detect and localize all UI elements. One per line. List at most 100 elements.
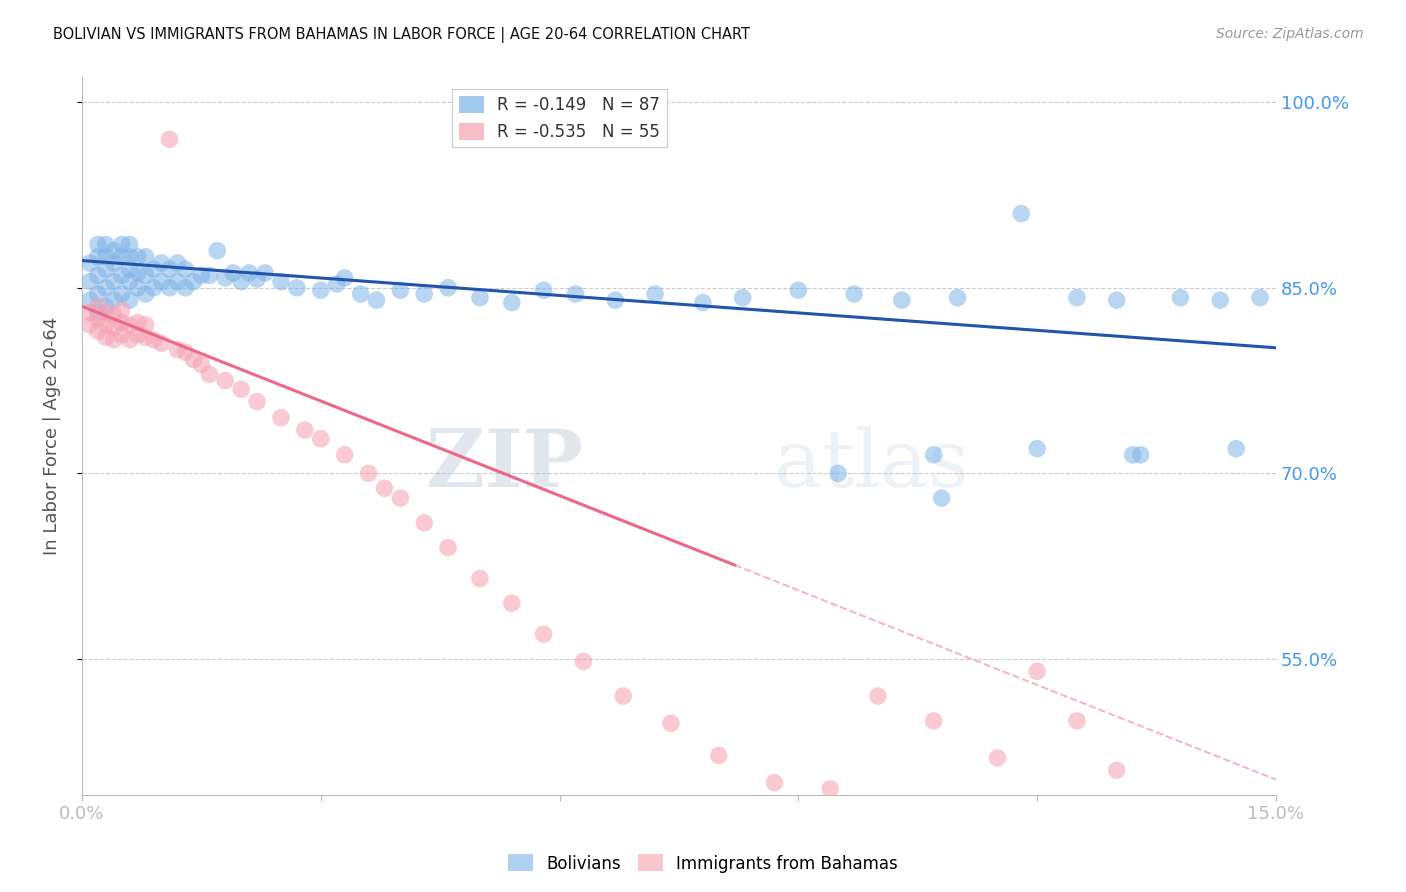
Point: [986, 751, 1008, 765]
Point: [103, 293, 125, 307]
Point: [612, 689, 634, 703]
Point: [309, 432, 332, 446]
Point: [533, 627, 555, 641]
Point: [605, 293, 627, 307]
Point: [111, 250, 134, 264]
Point: [159, 132, 181, 146]
Point: [731, 291, 754, 305]
Point: [827, 467, 849, 481]
Point: [333, 271, 356, 285]
Point: [501, 295, 523, 310]
Point: [94, 330, 117, 344]
Point: [118, 237, 141, 252]
Point: [127, 315, 149, 329]
Point: [389, 283, 412, 297]
Point: [150, 336, 173, 351]
Point: [87, 299, 110, 313]
Point: [692, 295, 714, 310]
Point: [142, 333, 165, 347]
Point: [103, 244, 125, 258]
Point: [373, 481, 395, 495]
Point: [118, 262, 141, 277]
Point: [842, 287, 865, 301]
Point: [87, 250, 110, 264]
Point: [659, 716, 682, 731]
Point: [922, 448, 945, 462]
Point: [357, 467, 380, 481]
Point: [118, 275, 141, 289]
Point: [87, 268, 110, 283]
Text: BOLIVIAN VS IMMIGRANTS FROM BAHAMAS IN LABOR FORCE | AGE 20-64 CORRELATION CHART: BOLIVIAN VS IMMIGRANTS FROM BAHAMAS IN L…: [53, 27, 751, 43]
Point: [79, 256, 101, 270]
Point: [1170, 291, 1192, 305]
Point: [198, 268, 221, 283]
Point: [818, 781, 841, 796]
Point: [127, 327, 149, 342]
Point: [294, 423, 316, 437]
Point: [1249, 291, 1271, 305]
Point: [1209, 293, 1232, 307]
Point: [207, 244, 229, 258]
Point: [238, 266, 260, 280]
Point: [214, 374, 236, 388]
Point: [87, 305, 110, 319]
Point: [103, 308, 125, 322]
Point: [135, 318, 157, 332]
Point: [94, 262, 117, 277]
Point: [246, 394, 269, 409]
Point: [174, 281, 197, 295]
Point: [890, 293, 912, 307]
Point: [174, 262, 197, 277]
Point: [1010, 206, 1032, 220]
Point: [142, 281, 165, 295]
Point: [111, 268, 134, 283]
Point: [285, 281, 308, 295]
Point: [1026, 665, 1049, 679]
Point: [468, 291, 491, 305]
Point: [111, 303, 134, 318]
Point: [135, 250, 157, 264]
Point: [87, 237, 110, 252]
Point: [501, 596, 523, 610]
Point: [309, 283, 332, 297]
Point: [349, 287, 371, 301]
Point: [79, 275, 101, 289]
Point: [87, 287, 110, 301]
Point: [246, 272, 269, 286]
Point: [159, 262, 181, 277]
Point: [1105, 764, 1128, 778]
Point: [111, 315, 134, 329]
Point: [94, 305, 117, 319]
Point: [866, 689, 889, 703]
Point: [533, 283, 555, 297]
Text: atlas: atlas: [775, 426, 970, 504]
Point: [1066, 291, 1088, 305]
Point: [127, 266, 149, 280]
Point: [707, 748, 730, 763]
Point: [1066, 714, 1088, 728]
Y-axis label: In Labor Force | Age 20-64: In Labor Force | Age 20-64: [44, 318, 60, 556]
Point: [190, 268, 212, 283]
Point: [389, 491, 412, 505]
Point: [87, 311, 110, 326]
Point: [79, 305, 101, 319]
Point: [174, 345, 197, 359]
Point: [135, 330, 157, 344]
Point: [118, 318, 141, 332]
Point: [135, 268, 157, 283]
Point: [270, 275, 292, 289]
Point: [103, 333, 125, 347]
Point: [111, 237, 134, 252]
Point: [254, 266, 277, 280]
Text: Source: ZipAtlas.com: Source: ZipAtlas.com: [1216, 27, 1364, 41]
Point: [333, 448, 356, 462]
Point: [94, 237, 117, 252]
Point: [763, 775, 786, 789]
Point: [111, 327, 134, 342]
Point: [166, 343, 188, 357]
Point: [270, 410, 292, 425]
Point: [111, 287, 134, 301]
Point: [87, 324, 110, 338]
Point: [644, 287, 666, 301]
Point: [1026, 442, 1049, 456]
